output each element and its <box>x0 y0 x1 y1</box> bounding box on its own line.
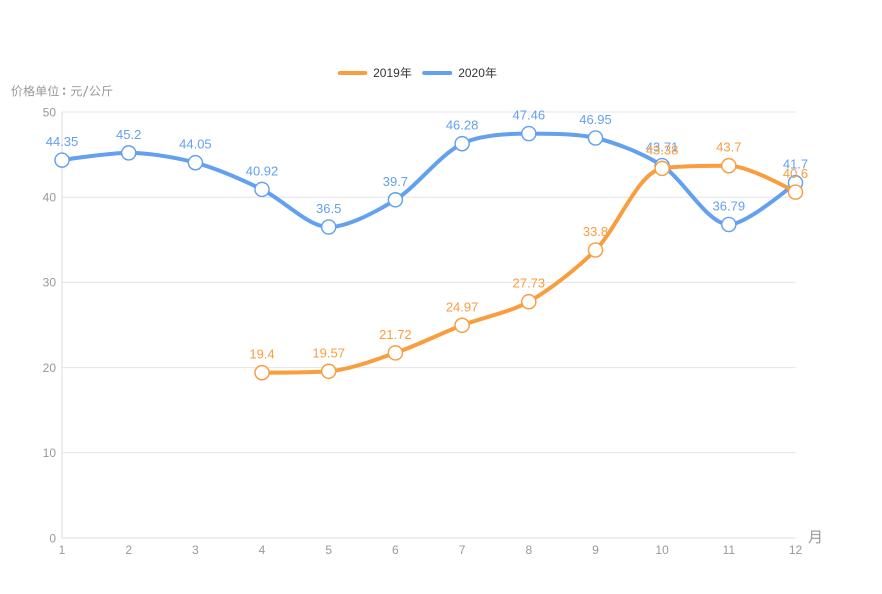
svg-text:36.79: 36.79 <box>713 199 746 214</box>
svg-text:6: 6 <box>392 543 399 557</box>
svg-text:41.7: 41.7 <box>783 157 808 172</box>
svg-text:44.35: 44.35 <box>46 134 79 149</box>
svg-text:10: 10 <box>43 446 57 460</box>
svg-text:1: 1 <box>59 543 66 557</box>
svg-text:45.2: 45.2 <box>116 127 141 142</box>
svg-text:2019: 2019 <box>373 66 400 80</box>
svg-text:47.46: 47.46 <box>513 108 546 123</box>
svg-text:21.72: 21.72 <box>379 327 412 342</box>
svg-text:0: 0 <box>49 531 56 545</box>
svg-text:46.95: 46.95 <box>579 112 612 127</box>
svg-text:40.92: 40.92 <box>246 163 279 178</box>
svg-text:3: 3 <box>192 543 199 557</box>
svg-text:2: 2 <box>125 543 132 557</box>
svg-text:43.7: 43.7 <box>716 140 741 155</box>
svg-text:40: 40 <box>43 191 57 205</box>
svg-text:10: 10 <box>655 543 669 557</box>
svg-text:20: 20 <box>43 361 57 375</box>
svg-text:27.73: 27.73 <box>513 276 546 291</box>
svg-text:19.4: 19.4 <box>249 347 274 362</box>
svg-text:19.57: 19.57 <box>312 345 345 360</box>
svg-text:4: 4 <box>259 543 266 557</box>
svg-text:43.38: 43.38 <box>646 142 679 157</box>
svg-text:2020: 2020 <box>458 66 485 80</box>
svg-text:50: 50 <box>43 105 57 119</box>
svg-text:46.28: 46.28 <box>446 118 479 133</box>
svg-text:9: 9 <box>592 543 599 557</box>
svg-text:33.8: 33.8 <box>583 224 608 239</box>
svg-text:36.5: 36.5 <box>316 201 341 216</box>
svg-text:44.05: 44.05 <box>179 137 212 152</box>
svg-text:24.97: 24.97 <box>446 299 479 314</box>
svg-text:43.71: 43.71 <box>646 140 679 155</box>
svg-text:5: 5 <box>325 543 332 557</box>
svg-text:7: 7 <box>459 543 466 557</box>
svg-text:11: 11 <box>723 543 736 557</box>
svg-text:12: 12 <box>789 543 803 557</box>
svg-text:39.7: 39.7 <box>383 174 408 189</box>
svg-text:8: 8 <box>525 543 532 557</box>
svg-text:40.6: 40.6 <box>783 166 808 181</box>
svg-text:30: 30 <box>43 276 57 290</box>
